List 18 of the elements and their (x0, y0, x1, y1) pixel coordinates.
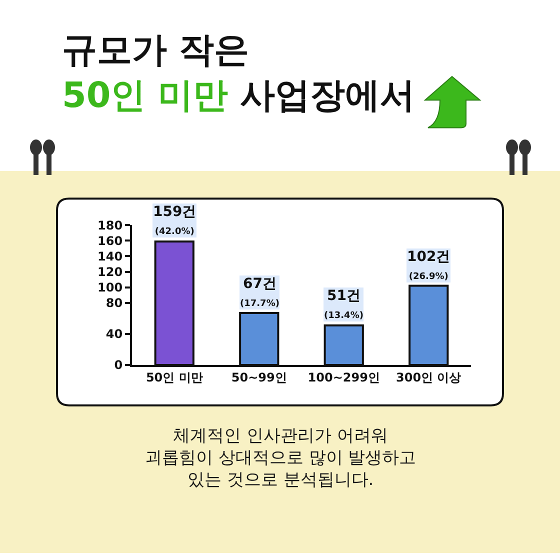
data-label: 102건 (26.9%) (407, 249, 450, 282)
y-tick-label: 100 (98, 280, 123, 295)
y-tick-label: 140 (98, 249, 123, 264)
y-tick-label: 160 (98, 234, 123, 248)
data-label: 159건 (42.0%) (153, 204, 196, 238)
y-tick-label: 120 (98, 264, 123, 279)
x-tick-label: 300인 이상 (396, 370, 462, 384)
x-tick-label: 50인 미만 (146, 370, 203, 384)
y-tick-label: 0 (114, 358, 123, 372)
data-label: 51건 (13.4%) (324, 288, 364, 322)
chart-title: 규모가 작은 50인 미만 사업장에서 (62, 30, 416, 116)
y-tick-label: 80 (106, 296, 123, 310)
data-label: 67건 (17.7%) (240, 276, 280, 310)
x-tick-label: 50~99인 (231, 370, 287, 384)
y-tick-label: 180 (98, 218, 123, 232)
x-tick-label: 100~299인 (308, 370, 380, 384)
y-tick-label: 40 (106, 327, 123, 342)
text: 체계적인 인사관리가 어려워 괴롭힘이 상대적으로 많이 발생하고 있는 것으로 분석됩니다. (145, 426, 416, 490)
